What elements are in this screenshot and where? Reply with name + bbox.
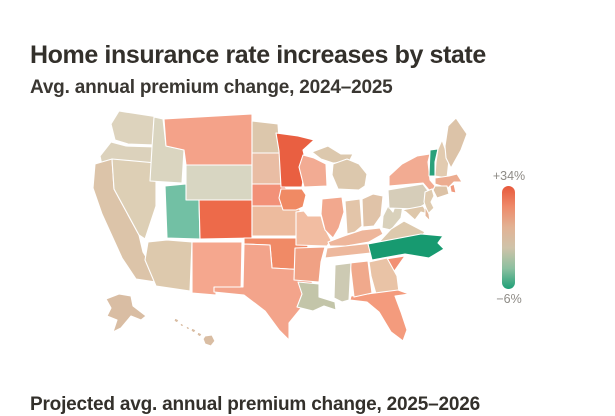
state-HI[interactable] (190, 327, 197, 334)
state-MA[interactable] (434, 173, 463, 189)
state-NJ[interactable] (423, 188, 435, 215)
state-DE[interactable] (424, 205, 431, 222)
us-choropleth-map (92, 103, 474, 361)
state-AK[interactable] (105, 293, 147, 333)
state-KY[interactable] (327, 227, 384, 247)
state-MS[interactable] (333, 262, 352, 303)
state-HI[interactable] (196, 331, 203, 338)
legend-gradient-bar (502, 186, 515, 289)
state-PA[interactable] (387, 183, 430, 210)
state-WI[interactable] (298, 154, 328, 188)
state-ME[interactable] (444, 117, 468, 169)
state-FL[interactable] (349, 289, 410, 342)
state-NC[interactable] (367, 233, 445, 261)
footer-caption: Projected avg. annual premium change, 20… (30, 393, 480, 415)
state-CT[interactable] (432, 185, 450, 199)
page-subtitle: Avg. annual premium change, 2024–2025 (30, 76, 393, 98)
state-CO[interactable] (198, 199, 253, 240)
state-HI[interactable] (202, 334, 216, 347)
state-TX[interactable] (213, 243, 314, 341)
us-map (92, 110, 468, 347)
state-WY[interactable] (185, 164, 253, 201)
state-RI[interactable] (449, 183, 457, 194)
color-legend: +34% −6% (478, 168, 540, 310)
state-HI[interactable] (173, 317, 180, 324)
state-AR[interactable] (293, 246, 326, 283)
state-AL[interactable] (349, 260, 373, 298)
state-ID[interactable] (149, 116, 185, 184)
state-IA[interactable] (278, 188, 307, 211)
legend-min-label: −6% (496, 292, 522, 306)
legend-max-label: +34% (492, 169, 526, 183)
state-OH[interactable] (361, 193, 384, 228)
page-title: Home insurance rate increases by state (30, 40, 486, 69)
state-ND[interactable] (251, 120, 281, 154)
state-MD[interactable] (401, 205, 429, 221)
state-WA[interactable] (110, 110, 159, 146)
state-MI[interactable] (331, 158, 368, 191)
state-IL[interactable] (320, 196, 345, 239)
state-IN[interactable] (344, 198, 363, 235)
state-HI[interactable] (179, 322, 185, 328)
state-NY[interactable] (388, 153, 438, 191)
state-AZ[interactable] (144, 239, 193, 292)
state-LA[interactable] (296, 281, 337, 312)
state-HI[interactable] (185, 325, 191, 331)
state-MI[interactable] (311, 145, 354, 164)
